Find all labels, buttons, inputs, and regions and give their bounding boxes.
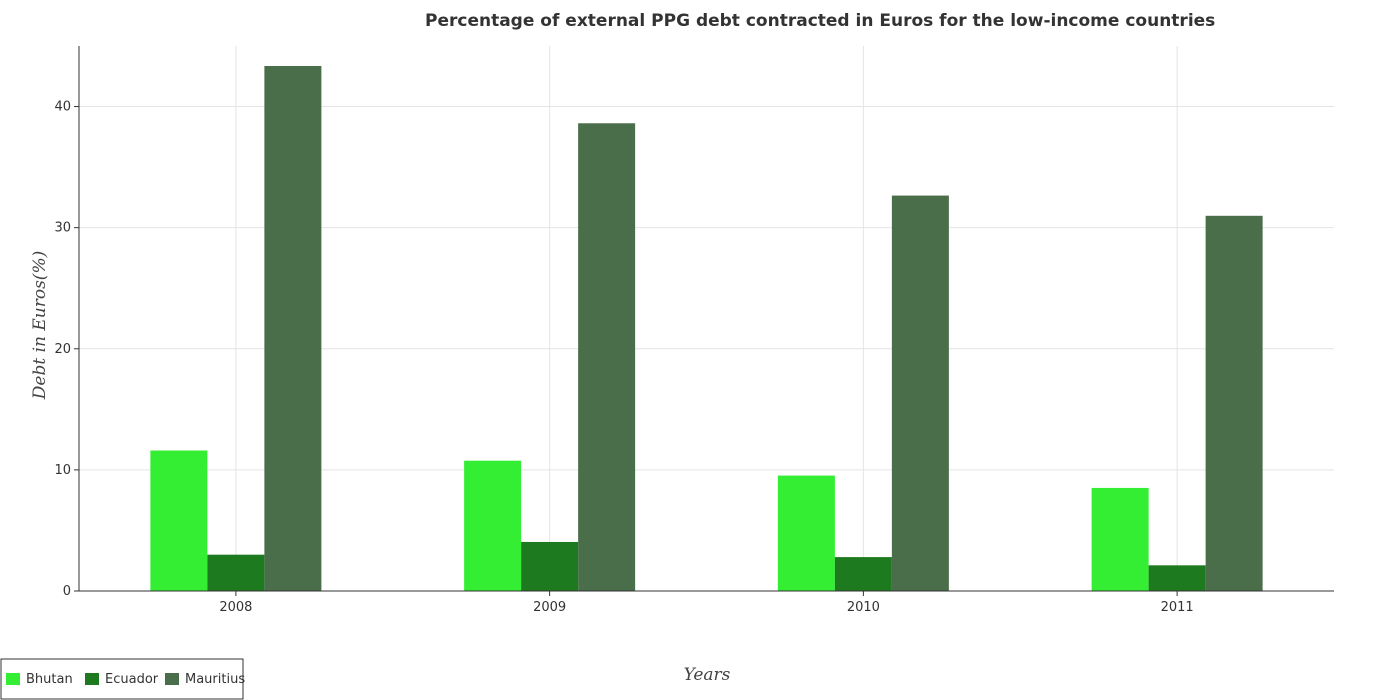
x-tick-label: 2008	[219, 600, 252, 615]
y-tick-label: 30	[54, 221, 71, 236]
chart-title: Percentage of external PPG debt contract…	[425, 11, 1215, 31]
legend-swatch-bhutan	[6, 673, 20, 685]
x-axis-label: Years	[684, 665, 731, 685]
x-tick-label: 2011	[1161, 600, 1194, 615]
bar-ecuador-2008	[207, 554, 265, 591]
bar-mauritius-2010	[891, 195, 949, 592]
legend-swatch-mauritius	[165, 673, 179, 685]
x-tick-label: 2009	[533, 600, 566, 615]
bar-ecuador-2010	[834, 557, 892, 591]
legend-box	[0, 658, 244, 700]
y-tick-label: 40	[54, 100, 71, 115]
y-tick-label: 10	[54, 463, 71, 478]
bar-bhutan-2010	[777, 475, 835, 591]
bar-bhutan-2011	[1091, 487, 1149, 591]
bar-mauritius-2011	[1205, 215, 1263, 591]
legend-label-ecuador: Ecuador	[105, 672, 159, 687]
bar-ecuador-2009	[521, 541, 579, 591]
bar-mauritius-2008	[264, 65, 322, 591]
axes: 0 10 20 30 40 2008 2009 2010 2011	[54, 46, 1334, 615]
y-axis-label: Debt in Euros(%)	[30, 251, 50, 400]
y-tick-label: 0	[63, 584, 71, 599]
bar-mauritius-2009	[578, 123, 636, 591]
y-tick-label: 20	[54, 342, 71, 357]
legend-label-mauritius: Mauritius	[185, 672, 245, 687]
bars	[150, 65, 1263, 592]
bar-bhutan-2008	[150, 450, 208, 591]
bar-bhutan-2009	[464, 460, 522, 591]
legend: Bhutan Ecuador Mauritius	[0, 658, 245, 700]
legend-swatch-ecuador	[85, 673, 99, 685]
bar-ecuador-2011	[1148, 565, 1206, 591]
legend-label-bhutan: Bhutan	[26, 672, 73, 687]
x-tick-label: 2010	[847, 600, 880, 615]
